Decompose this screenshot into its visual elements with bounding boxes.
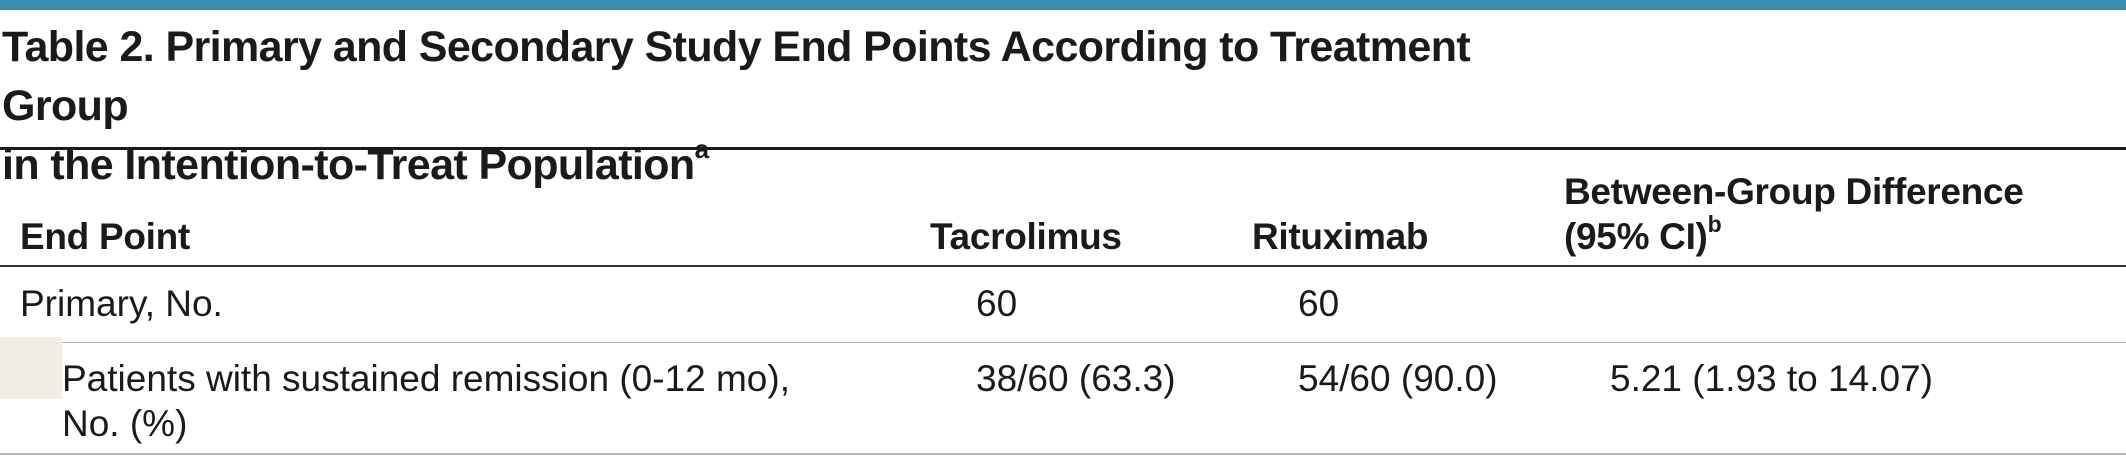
header-difference-line-2-text: (95% CI) — [1564, 216, 1708, 257]
table-title-line-2: in the Intention-to-Treat Populationa — [2, 136, 1602, 195]
row-1-rituximab: 60 — [1298, 283, 1340, 324]
difference-footnote-marker: b — [1707, 210, 1722, 237]
header-difference-line-2: (95% CI)b — [1564, 210, 2024, 259]
header-rituximab: Rituximab — [1252, 216, 1429, 257]
row-1-end-point: Primary, No. — [20, 283, 223, 324]
row-1-tacrolimus: 60 — [976, 283, 1018, 324]
table-title-line-1: Table 2. Primary and Secondary Study End… — [2, 23, 1471, 130]
header-tacrolimus: Tacrolimus — [930, 216, 1122, 257]
row-2-rituximab: 54/60 (90.0) — [1298, 358, 1498, 399]
header-difference-line-1: Between-Group Difference — [1564, 171, 2024, 212]
table-title: Table 2. Primary and Secondary Study End… — [2, 18, 1602, 195]
header-bottom-rule — [0, 265, 2126, 267]
top-accent-rule — [0, 0, 2126, 10]
row-2-end-point: Patients with sustained remission (0-12 … — [62, 356, 790, 446]
header-end-point: End Point — [20, 216, 190, 257]
table-bottom-rule — [0, 453, 2126, 455]
row-2-tacrolimus: 38/60 (63.3) — [976, 358, 1176, 399]
row-2-end-point-line-2: No. (%) — [62, 403, 188, 444]
row-2-difference: 5.21 (1.93 to 14.07) — [1610, 358, 1933, 399]
row-divider — [0, 342, 2126, 343]
table-top-rule — [0, 147, 2126, 150]
row-2-end-point-line-1: Patients with sustained remission (0-12 … — [62, 358, 790, 399]
header-between-group-difference: Between-Group Difference (95% CI)b — [1564, 169, 2024, 259]
indent-shade — [0, 337, 62, 399]
